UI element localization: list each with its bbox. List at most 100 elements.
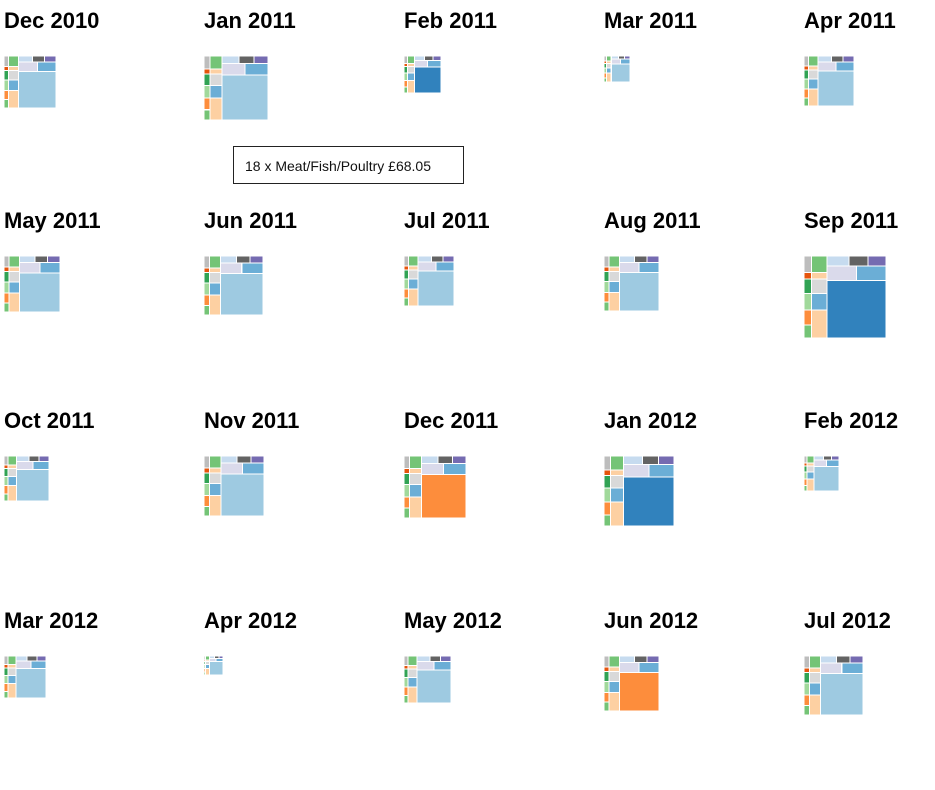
category-tile[interactable] [404, 695, 409, 704]
category-tile[interactable] [408, 256, 419, 267]
category-tile[interactable] [808, 88, 819, 106]
category-tile[interactable] [608, 666, 620, 672]
category-tile[interactable] [4, 683, 9, 692]
category-tile[interactable] [604, 670, 610, 682]
category-tile[interactable] [404, 297, 409, 306]
category-tile[interactable] [4, 674, 9, 685]
category-tile[interactable] [409, 484, 422, 498]
category-tile[interactable] [604, 301, 610, 311]
category-tile[interactable] [7, 663, 17, 669]
category-tile[interactable] [849, 656, 863, 664]
category-tile[interactable] [208, 282, 221, 296]
category-tile[interactable] [406, 79, 415, 93]
category-tile[interactable] [205, 664, 210, 669]
category-tile[interactable] [7, 456, 18, 466]
category-tile[interactable] [4, 56, 10, 67]
category-tile[interactable] [32, 56, 46, 63]
category-tile[interactable] [810, 293, 828, 311]
category-tile[interactable] [409, 472, 422, 486]
category-tile[interactable] [813, 456, 824, 461]
main-category-tile[interactable] [417, 270, 454, 306]
category-tile[interactable] [604, 501, 611, 516]
category-tile[interactable] [808, 69, 819, 80]
category-tile[interactable] [432, 56, 441, 61]
category-tile[interactable] [220, 256, 237, 264]
category-tile[interactable] [813, 459, 827, 467]
category-tile[interactable] [810, 278, 828, 295]
category-tile[interactable] [608, 270, 620, 282]
category-tile[interactable] [236, 456, 252, 464]
category-tile[interactable] [221, 63, 246, 76]
category-tile[interactable] [4, 485, 9, 495]
category-tile[interactable] [633, 256, 648, 264]
category-tile[interactable] [204, 495, 210, 507]
category-tile[interactable] [7, 656, 17, 665]
category-tile[interactable] [4, 493, 9, 501]
category-tile[interactable] [15, 660, 32, 670]
category-tile[interactable] [204, 267, 210, 273]
main-category-tile[interactable] [413, 66, 441, 93]
category-tile[interactable] [404, 269, 409, 280]
category-tile[interactable] [7, 674, 17, 685]
category-tile[interactable] [4, 99, 10, 108]
category-tile[interactable] [420, 456, 439, 464]
category-tile[interactable] [804, 78, 809, 90]
category-tile[interactable] [804, 694, 810, 707]
main-category-tile[interactable] [220, 273, 264, 315]
category-tile[interactable] [407, 656, 418, 666]
category-tile[interactable] [204, 294, 210, 307]
category-tile[interactable] [238, 56, 255, 65]
category-tile[interactable] [220, 456, 238, 464]
category-tile[interactable] [608, 680, 620, 693]
category-tile[interactable] [646, 256, 659, 264]
category-tile[interactable] [618, 656, 635, 664]
category-tile[interactable] [38, 456, 49, 462]
category-tile[interactable] [4, 464, 9, 470]
category-tile[interactable] [8, 56, 20, 67]
category-tile[interactable] [221, 56, 240, 65]
category-tile[interactable] [34, 256, 49, 264]
category-tile[interactable] [408, 265, 419, 271]
category-tile[interactable] [4, 667, 9, 676]
category-tile[interactable] [4, 271, 10, 283]
category-tile[interactable] [404, 664, 409, 670]
category-tile[interactable] [28, 456, 40, 462]
category-tile[interactable] [4, 690, 9, 698]
category-tile[interactable] [620, 58, 630, 65]
category-tile[interactable] [440, 656, 451, 663]
category-tile[interactable] [442, 256, 454, 263]
category-tile[interactable] [208, 267, 221, 273]
category-tile[interactable] [605, 62, 612, 69]
category-tile[interactable] [404, 288, 409, 299]
category-tile[interactable] [19, 256, 36, 264]
category-tile[interactable] [433, 661, 451, 671]
category-tile[interactable] [204, 456, 210, 469]
category-tile[interactable] [4, 256, 10, 268]
category-tile[interactable] [804, 88, 809, 99]
category-tile[interactable] [413, 56, 425, 61]
category-tile[interactable] [208, 467, 222, 474]
category-tile[interactable] [609, 469, 625, 477]
category-tile[interactable] [804, 705, 810, 715]
category-tile[interactable] [404, 467, 411, 474]
category-tile[interactable] [608, 691, 620, 711]
category-tile[interactable] [604, 291, 610, 303]
category-tile[interactable] [208, 256, 221, 269]
category-tile[interactable] [404, 265, 409, 271]
category-tile[interactable] [604, 77, 607, 82]
category-tile[interactable] [808, 656, 821, 669]
category-tile[interactable] [47, 256, 60, 264]
category-tile[interactable] [604, 656, 610, 668]
category-tile[interactable] [608, 256, 620, 268]
category-tile[interactable] [822, 456, 832, 461]
category-tile[interactable] [404, 686, 409, 696]
category-tile[interactable] [804, 65, 809, 71]
category-tile[interactable] [204, 483, 210, 497]
category-tile[interactable] [842, 56, 854, 63]
category-tile[interactable] [205, 660, 210, 666]
category-tile[interactable] [808, 672, 821, 684]
category-tile[interactable] [623, 456, 643, 465]
category-tile[interactable] [826, 265, 857, 282]
category-tile[interactable] [806, 478, 815, 491]
category-tile[interactable] [4, 468, 9, 478]
